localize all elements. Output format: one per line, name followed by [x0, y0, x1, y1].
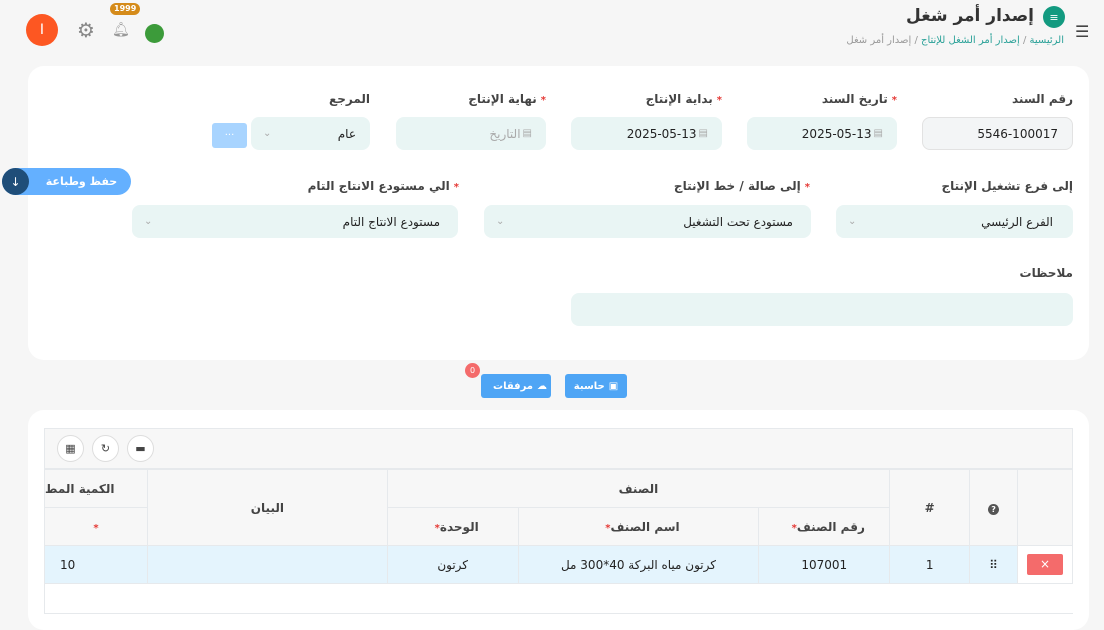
cloud-icon: ☁	[536, 380, 547, 392]
header-item-group: الصنف	[386, 469, 891, 508]
header-item-name: اسم الصنف*	[517, 507, 760, 546]
cell-index: 1	[889, 545, 971, 584]
hall-label: *إلى صالة / خط الإنتاج	[673, 179, 810, 193]
gear-icon[interactable]: ⚙	[77, 18, 95, 42]
cell-item-name[interactable]: كرتون مياه البركة 40*300 مل	[517, 545, 760, 584]
attachments-button[interactable]: مرفقات ☁	[481, 374, 551, 398]
breadcrumb-home[interactable]: الرئيسية	[1029, 35, 1064, 46]
warehouse-label: *الي مستودع الانتاج التام	[307, 179, 459, 193]
calendar-icon: ▤	[873, 128, 883, 139]
breadcrumb-current: إصدار أمر شغل	[846, 35, 912, 46]
grid-layout-button[interactable]: ▦	[57, 435, 84, 462]
items-table: ? # الصنف البيان الكمية المط رقم الصنف* …	[43, 469, 1073, 614]
end-date-field[interactable]: التاريخ ▤	[396, 117, 546, 150]
header-description: البيان	[147, 469, 388, 546]
notification-badge: 1999	[110, 3, 141, 15]
chevron-down-icon: ⌄	[848, 216, 857, 227]
end-date-label: *نهاية الإنتاج	[468, 92, 546, 106]
table-row: × ⠿ 1 107001 كرتون مياه البركة 40*300 مل…	[43, 545, 1073, 584]
doc-date-field[interactable]: 2025-05-13 ▤	[747, 117, 897, 150]
chevron-down-icon: ⌄	[263, 128, 272, 139]
help-icon[interactable]: ?	[969, 469, 1019, 546]
header-quantity: الكمية المط	[43, 469, 149, 508]
reference-select[interactable]: عام ⌄	[251, 117, 370, 150]
cell-description[interactable]	[147, 545, 388, 584]
download-icon: ↓	[2, 168, 29, 195]
delete-row-button[interactable]: ×	[1027, 554, 1064, 575]
refresh-button[interactable]: ↻	[92, 435, 119, 462]
header-actions	[1017, 469, 1073, 546]
doc-date-label: *تاريخ السند	[821, 92, 897, 106]
cell-unit[interactable]: كرتون	[386, 545, 519, 584]
notes-label: ملاحظات	[1019, 266, 1073, 280]
attachments-badge: 0	[465, 363, 480, 378]
table-toolbar	[44, 428, 1073, 469]
chevron-down-icon: ⌄	[144, 216, 153, 227]
drag-handle-icon[interactable]: ⠿	[969, 545, 1019, 584]
empty-row	[44, 583, 1073, 614]
breadcrumb-parent[interactable]: إصدار أمر الشغل للإنتاج	[921, 35, 1020, 46]
language-flag-icon[interactable]	[145, 24, 164, 43]
doc-number-field[interactable]: 5546-100017	[922, 117, 1073, 150]
header-index: #	[889, 469, 971, 546]
calendar-icon: ▤	[698, 128, 708, 139]
page-icon: ≡	[1043, 6, 1065, 28]
page-title: إصدار أمر شغل	[906, 6, 1034, 26]
warehouse-select[interactable]: مستودع الانتاج التام ⌄	[132, 205, 458, 238]
reference-label: المرجع	[329, 92, 370, 106]
keyboard-button[interactable]: ▬	[127, 435, 154, 462]
calendar-icon: ▤	[522, 128, 532, 139]
hall-select[interactable]: مستودع تحت التشغيل ⌄	[484, 205, 811, 238]
doc-number-label: رقم السند	[1011, 92, 1073, 106]
start-date-label: *بداية الإنتاج	[645, 92, 722, 106]
chevron-down-icon: ⌄	[496, 216, 505, 227]
notes-textarea[interactable]	[571, 293, 1073, 326]
header-quantity-required: *	[43, 507, 149, 546]
calculator-icon: ▣	[608, 380, 619, 392]
header-unit: الوحدة*	[386, 507, 519, 546]
breadcrumb: الرئيسية / إصدار أمر الشغل للإنتاج / إصد…	[846, 35, 1064, 46]
avatar[interactable]: I	[26, 14, 58, 46]
cell-item-no[interactable]: 107001	[758, 545, 891, 584]
start-date-field[interactable]: 2025-05-13 ▤	[571, 117, 722, 150]
branch-label: إلى فرع تشغيل الإنتاج	[941, 179, 1073, 193]
reference-more-button[interactable]: ···	[212, 123, 247, 148]
calculator-button[interactable]: حاسبة ▣	[565, 374, 627, 398]
branch-select[interactable]: الفرع الرئيسي ⌄	[836, 205, 1073, 238]
bell-icon[interactable]: 🔔︎	[112, 22, 130, 38]
cell-quantity[interactable]: 10	[43, 545, 149, 584]
menu-icon[interactable]: ☰	[1075, 22, 1090, 41]
header-item-no: رقم الصنف*	[758, 507, 891, 546]
